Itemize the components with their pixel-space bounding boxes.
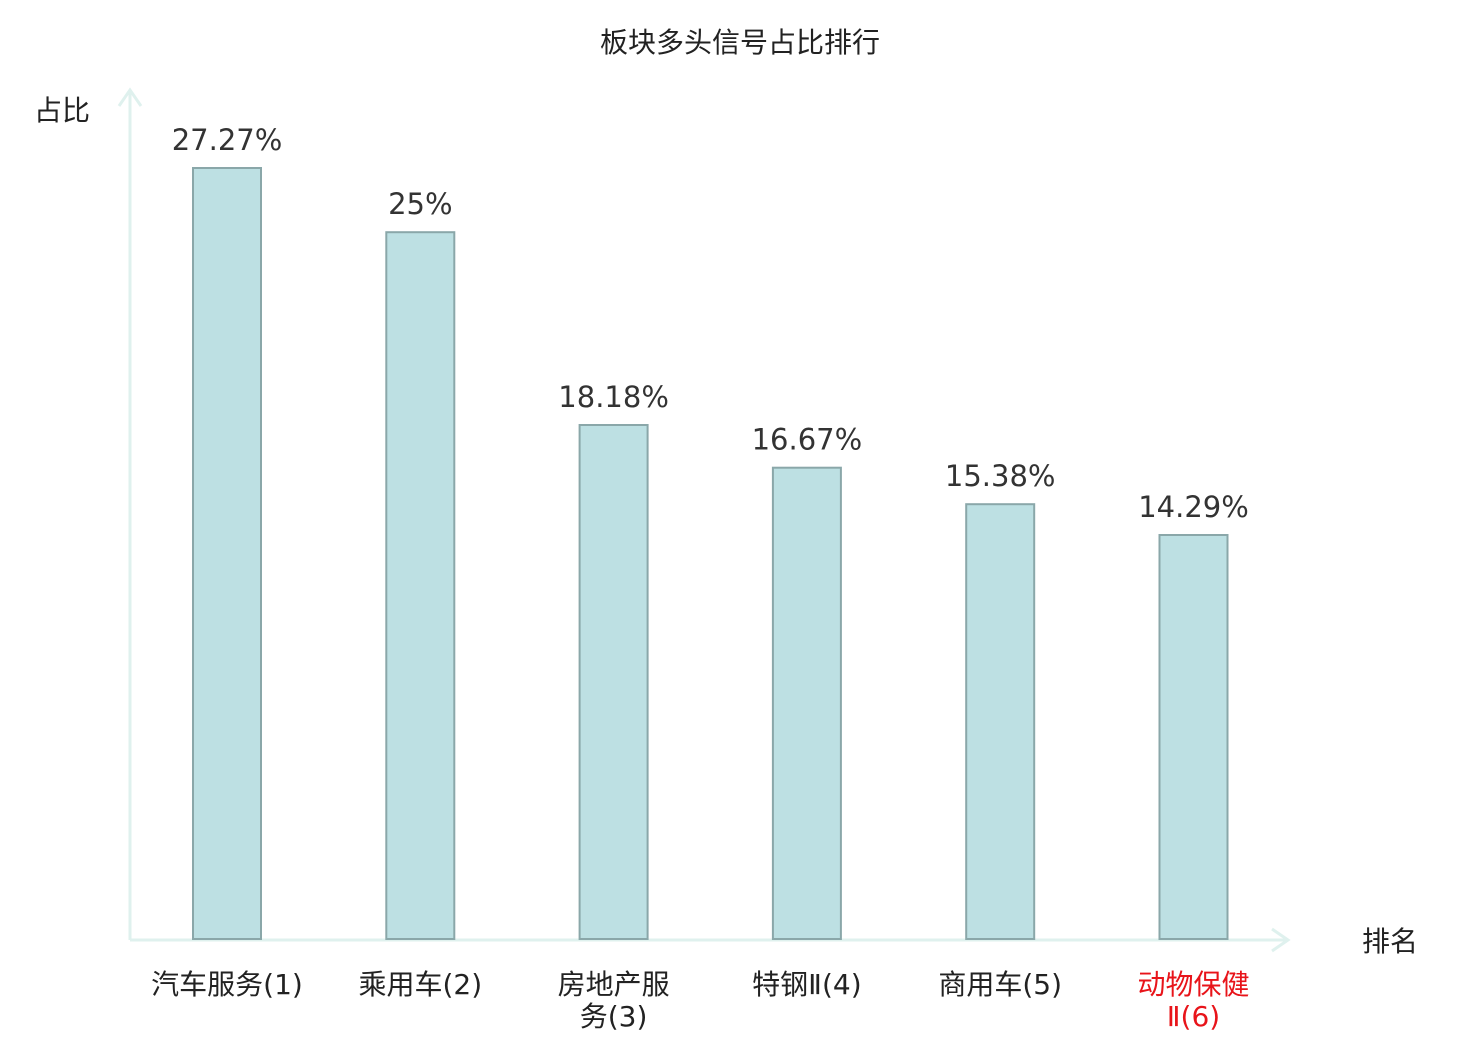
value-label-5: 15.38% [945,459,1056,493]
bar-6 [1158,534,1229,940]
y-axis-label: 占比 [34,94,90,127]
category-label-6-line-1: 动物保健 [1137,968,1249,1001]
category-label-5-line-1: 商用车(5) [938,968,1062,1001]
value-label-4: 16.67% [752,423,863,457]
x-axis-label: 排名 [1362,925,1418,958]
x-axis-arrow [1271,927,1291,953]
chart-title: 板块多头信号占比排行 [600,26,880,59]
bar-2 [385,231,456,940]
y-axis-arrow [117,87,143,107]
category-label-4-line-1: 特钢Ⅱ(4) [752,968,861,1001]
category-label-2-line-1: 乘用车(2) [358,968,482,1001]
bars-group [192,167,1229,940]
category-label-1-line-1: 汽车服务(1) [151,968,303,1001]
value-label-1: 27.27% [172,123,283,157]
category-label-6-line-2: Ⅱ(6) [1167,1000,1220,1033]
category-label-3-line-1: 房地产服 [558,968,670,1001]
bar-3 [578,424,649,940]
category-label-3-line-2: 务(3) [580,1000,648,1033]
bar-5 [965,503,1036,940]
value-label-3: 18.18% [558,380,669,414]
value-label-2: 25% [388,187,452,221]
bar-4 [771,466,842,940]
bar-1 [192,167,262,940]
value-labels-group: 27.27% 25% 18.18% 16.67% 15.38% 14.29% [172,123,1249,524]
value-label-6: 14.29% [1138,490,1249,524]
